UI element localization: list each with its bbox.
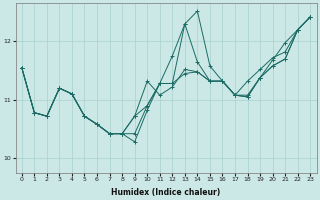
X-axis label: Humidex (Indice chaleur): Humidex (Indice chaleur) (111, 188, 221, 197)
